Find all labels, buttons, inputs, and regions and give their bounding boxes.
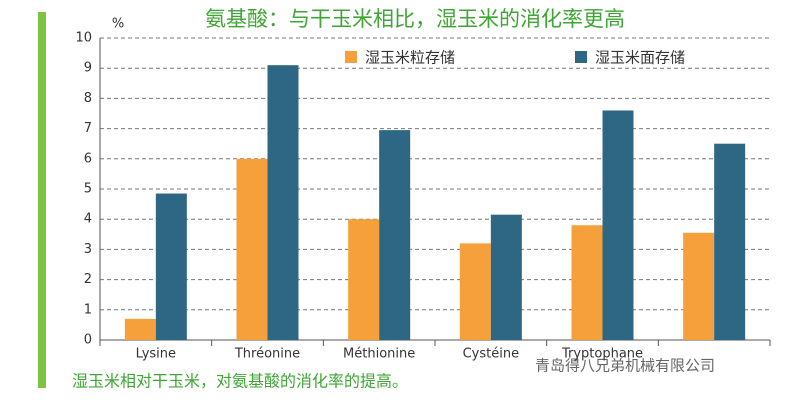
y-tick-label: 3: [84, 242, 92, 257]
bar: [236, 158, 268, 340]
y-tick-label: 9: [84, 61, 92, 76]
y-axis-label: %: [112, 17, 124, 32]
y-tick-label: 6: [84, 151, 92, 166]
y-tick-label: 8: [84, 91, 92, 106]
x-tick-label: Lysine: [136, 347, 176, 362]
y-tick-label: 0: [84, 333, 92, 348]
accent-bar: [38, 12, 46, 388]
y-tick-label: 2: [84, 272, 92, 287]
bar: [124, 318, 156, 340]
legend-label: 湿玉米面存储: [595, 49, 685, 67]
legend-label: 湿玉米粒存储: [365, 49, 455, 67]
legend-swatch: [345, 51, 357, 63]
x-tick-label: Tryptophane: [561, 347, 643, 362]
x-tick-label: Thréonine: [234, 347, 300, 362]
bar: [571, 225, 603, 340]
bar: [602, 110, 634, 340]
y-tick-label: 1: [84, 302, 92, 317]
y-tick-label: 7: [84, 121, 92, 136]
bar: [267, 65, 299, 341]
x-tick-label: Cystéine: [463, 347, 520, 362]
bar: [683, 232, 715, 340]
y-tick-label: 10: [75, 31, 92, 46]
bar: [490, 214, 522, 340]
legend-swatch: [575, 51, 587, 63]
bar: [714, 143, 746, 340]
watermark: 青岛得八兄弟机械有限公司: [535, 357, 715, 375]
bar: [459, 243, 491, 340]
x-tick-label: Méthionine: [343, 347, 415, 362]
footer: 湿玉米相对干玉米，对氨基酸的消化率的提高。: [72, 372, 408, 391]
y-tick-label: 4: [84, 212, 92, 227]
bar: [155, 193, 187, 340]
bar: [379, 130, 411, 340]
chart-title: 氨基酸：与干玉米相比，湿玉米的消化率更高: [205, 7, 625, 31]
y-tick-label: 5: [84, 182, 92, 197]
bar: [348, 219, 380, 340]
